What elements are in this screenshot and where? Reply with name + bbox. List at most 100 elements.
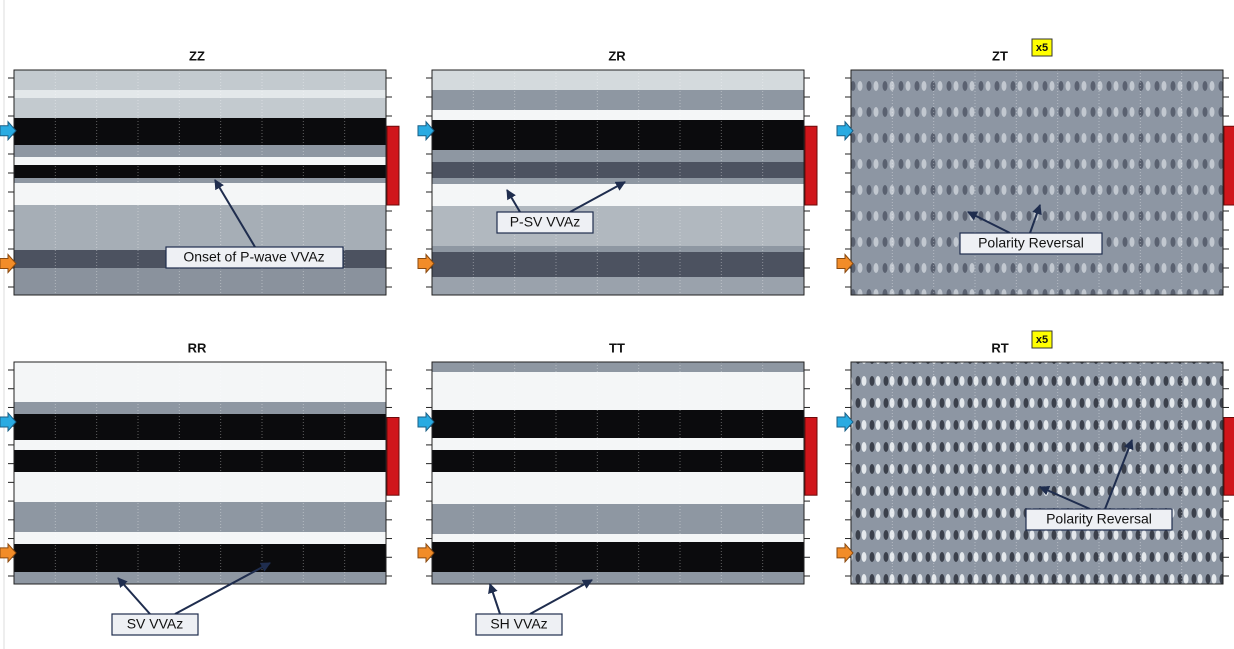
annotation-box xyxy=(1025,508,1173,531)
seismic-band xyxy=(432,410,804,438)
orange-arrow xyxy=(417,253,435,274)
seismic-band xyxy=(432,110,804,120)
seismic-band xyxy=(14,90,386,98)
orange-arrow xyxy=(0,253,17,274)
seismic-band xyxy=(14,472,386,502)
panel-title: RR xyxy=(188,340,207,355)
red-bar xyxy=(1223,417,1234,496)
seismic-band xyxy=(432,362,804,372)
seismic-band xyxy=(14,118,386,145)
annotation-arrows xyxy=(117,179,1134,615)
annotation-box xyxy=(475,613,563,636)
seismic-band xyxy=(14,98,386,118)
arrow xyxy=(1039,486,1091,510)
annotation-box xyxy=(496,211,594,234)
seismic-band xyxy=(432,542,804,572)
seismic-band xyxy=(432,206,804,246)
blue-arrow xyxy=(417,411,435,433)
red-bar xyxy=(1223,125,1234,206)
annotation-box xyxy=(111,613,199,636)
seismic-band xyxy=(432,184,804,206)
arrow xyxy=(214,179,256,248)
seismic-band xyxy=(14,502,386,532)
annotation: SH VVAz xyxy=(490,616,547,632)
seismic-band xyxy=(432,252,804,277)
seismic-band xyxy=(14,178,386,183)
arrow xyxy=(1104,439,1134,510)
panel-frame xyxy=(431,361,805,585)
arrow xyxy=(1029,204,1042,234)
arrow xyxy=(488,583,501,615)
panel-frame xyxy=(850,361,1224,585)
seismic-band xyxy=(432,472,804,504)
panel-image xyxy=(851,70,1223,295)
seismic-band xyxy=(14,440,386,450)
badge: x5 xyxy=(1036,42,1048,54)
panel-title: ZZ xyxy=(189,48,205,63)
annotation: SV VVAz xyxy=(127,616,184,632)
panel-frame xyxy=(850,69,1224,296)
arrow xyxy=(967,211,1011,234)
orange-arrow xyxy=(836,253,854,274)
seismic-band xyxy=(14,183,386,205)
seismic-band xyxy=(432,120,804,150)
seismic-band xyxy=(432,246,804,252)
seismic-band xyxy=(14,165,386,178)
seismic-band xyxy=(432,450,804,472)
orange-arrow xyxy=(836,542,854,564)
blue-arrow xyxy=(0,411,17,433)
panel-images xyxy=(0,69,1234,585)
seismic-band xyxy=(14,268,386,295)
seismic-band xyxy=(14,532,386,544)
seismic-band xyxy=(432,277,804,295)
seismic-band xyxy=(432,90,804,110)
red-bar xyxy=(386,417,400,496)
annotation-box xyxy=(959,232,1103,255)
seismic-band xyxy=(432,534,804,542)
badge-box xyxy=(1031,330,1053,349)
seismic-band xyxy=(14,414,386,440)
panel-title: RT xyxy=(991,340,1008,355)
blue-arrow xyxy=(836,120,854,142)
seismic-band xyxy=(432,372,804,410)
annotation: Onset of P-wave VVAz xyxy=(183,249,324,265)
seismic-band xyxy=(432,504,804,534)
seismic-band xyxy=(14,402,386,414)
blue-arrow xyxy=(0,120,17,142)
badge: x5 xyxy=(1036,334,1048,346)
seismic-band xyxy=(14,157,386,165)
seismic-band xyxy=(14,362,386,402)
orange-arrow xyxy=(417,542,435,564)
panel-title: TT xyxy=(609,340,625,355)
panel-image xyxy=(851,362,1223,584)
seismic-band xyxy=(14,572,386,584)
red-bar xyxy=(386,125,400,206)
annotation: Polarity Reversal xyxy=(978,235,1084,251)
panel-frame xyxy=(13,69,387,296)
panel-frame xyxy=(431,69,805,296)
red-bar xyxy=(804,125,818,206)
arrow xyxy=(529,579,593,615)
seismic-band xyxy=(14,450,386,472)
panel-title: ZR xyxy=(608,48,626,63)
annotation: Polarity Reversal xyxy=(1046,511,1152,527)
seismic-band xyxy=(432,162,804,178)
seismic-band xyxy=(432,150,804,162)
red-bar xyxy=(804,417,818,496)
seismic-band xyxy=(14,544,386,572)
badge-box xyxy=(1031,38,1053,57)
seismic-band xyxy=(14,70,386,90)
seismic-band xyxy=(14,145,386,157)
seismic-band xyxy=(432,572,804,584)
annotation: P-SV VVAz xyxy=(510,214,581,230)
panel-title: ZT xyxy=(992,48,1008,63)
panel-frame xyxy=(13,361,387,585)
arrow xyxy=(117,577,151,615)
arrow xyxy=(569,181,626,213)
arrow xyxy=(506,189,521,213)
blue-arrow xyxy=(836,411,854,433)
orange-arrow xyxy=(0,542,17,564)
seismic-band xyxy=(432,178,804,184)
annotation-box xyxy=(165,246,344,269)
